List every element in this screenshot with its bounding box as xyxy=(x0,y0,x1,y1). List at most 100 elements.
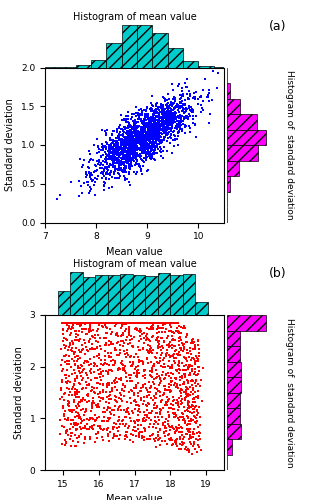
Point xyxy=(133,130,138,138)
Point xyxy=(122,152,127,160)
Point xyxy=(167,319,172,327)
Point xyxy=(157,121,162,129)
Point xyxy=(179,97,184,105)
Point xyxy=(94,162,99,170)
Point xyxy=(186,94,191,102)
Point xyxy=(131,144,136,152)
Point xyxy=(85,414,90,422)
Point xyxy=(120,139,125,147)
Point xyxy=(82,319,87,327)
Point xyxy=(162,118,167,126)
Point xyxy=(138,140,143,148)
Point xyxy=(88,346,93,354)
Point xyxy=(168,126,173,134)
Point xyxy=(113,156,118,164)
Point xyxy=(175,135,180,143)
Point xyxy=(112,166,117,173)
Point xyxy=(151,140,156,148)
Point xyxy=(131,416,136,424)
Point xyxy=(141,148,146,156)
Point xyxy=(189,434,194,442)
Point xyxy=(150,136,155,144)
Point xyxy=(72,421,77,429)
Point xyxy=(136,354,141,362)
Point xyxy=(189,417,194,425)
Point xyxy=(115,319,120,327)
Point xyxy=(176,104,181,112)
Point xyxy=(100,140,104,148)
Point xyxy=(110,152,115,160)
Point xyxy=(146,319,151,327)
Point xyxy=(160,114,165,122)
Point xyxy=(118,349,123,357)
Point xyxy=(138,150,143,158)
Point xyxy=(141,149,146,157)
Point xyxy=(142,319,146,327)
Point xyxy=(133,128,138,136)
Point xyxy=(72,327,77,335)
Point xyxy=(140,145,145,153)
Point xyxy=(105,384,110,392)
Point xyxy=(129,319,134,327)
Point xyxy=(73,408,78,416)
Point xyxy=(77,326,82,334)
Point xyxy=(148,120,153,128)
Point xyxy=(138,152,143,160)
Point xyxy=(147,142,152,150)
Point xyxy=(110,145,115,153)
Point xyxy=(134,122,139,130)
Text: (b): (b) xyxy=(269,268,287,280)
Point xyxy=(109,140,114,148)
Point xyxy=(154,100,159,108)
Point xyxy=(114,319,118,327)
Point xyxy=(198,101,203,109)
Point xyxy=(109,154,114,162)
Point xyxy=(117,420,122,428)
Point xyxy=(144,142,149,150)
Point xyxy=(155,143,160,151)
Point xyxy=(149,104,154,112)
Point xyxy=(130,358,135,366)
Point xyxy=(116,319,121,327)
Point xyxy=(109,139,114,147)
Point xyxy=(154,128,159,136)
Point xyxy=(107,142,112,150)
Point xyxy=(133,132,138,140)
Point xyxy=(123,369,128,377)
Title: Histogram of mean value: Histogram of mean value xyxy=(73,12,196,22)
Point xyxy=(147,135,152,143)
Point xyxy=(152,134,157,142)
Point xyxy=(113,356,118,364)
Point xyxy=(101,146,106,154)
Point xyxy=(147,126,152,134)
Point xyxy=(151,110,156,118)
Point xyxy=(153,142,158,150)
Point xyxy=(78,319,83,327)
Point xyxy=(154,136,159,144)
Point xyxy=(128,164,133,172)
Point xyxy=(117,416,122,424)
Point xyxy=(156,132,161,140)
Point xyxy=(116,136,121,144)
Point xyxy=(118,135,123,143)
Point xyxy=(187,347,192,355)
Point xyxy=(129,132,134,140)
Point xyxy=(138,142,143,150)
Point xyxy=(117,144,122,152)
Point xyxy=(142,141,147,149)
Point xyxy=(64,439,69,447)
Point xyxy=(149,114,154,122)
Point xyxy=(67,406,72,414)
Point xyxy=(142,424,147,432)
Point xyxy=(166,395,171,403)
Point xyxy=(146,341,151,349)
Point xyxy=(92,181,97,189)
Point xyxy=(64,428,69,436)
Point xyxy=(191,398,196,406)
Point xyxy=(140,134,145,142)
Point xyxy=(128,339,132,347)
Point xyxy=(108,142,113,150)
Point xyxy=(70,429,75,437)
Point xyxy=(136,140,141,147)
Point xyxy=(155,140,160,148)
